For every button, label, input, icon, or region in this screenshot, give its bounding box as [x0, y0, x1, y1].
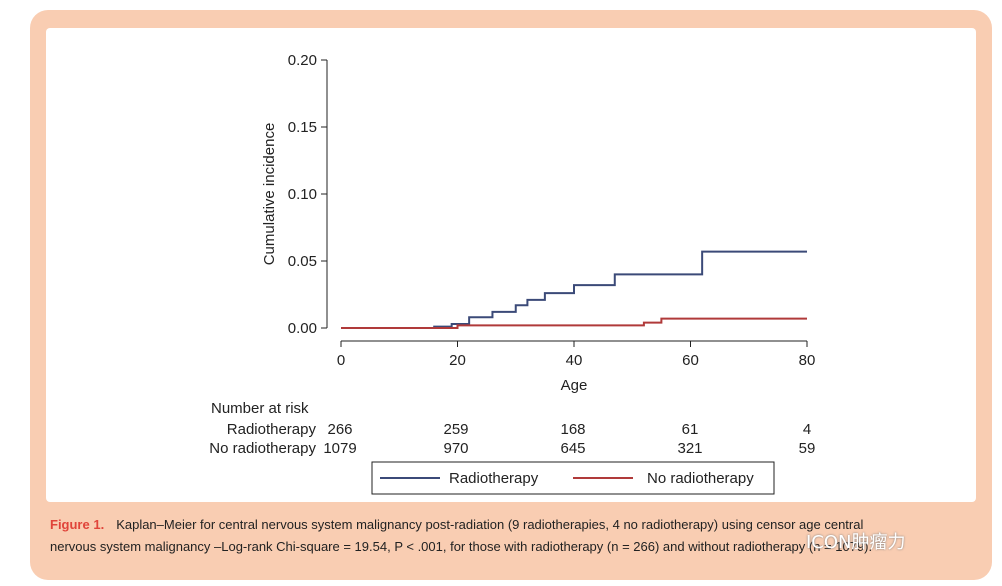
y-axis-label: Cumulative incidence [261, 123, 278, 266]
y-tick-label: 0.15 [288, 119, 317, 136]
legend-label-0: Radiotherapy [449, 470, 539, 487]
risk-value: 970 [443, 440, 468, 457]
risk-row-label: Radiotherapy [227, 421, 317, 438]
y-tick-label: 0.20 [288, 52, 317, 69]
series-line-0 [341, 250, 807, 329]
legend-label-1: No radiotherapy [647, 470, 754, 487]
risk-row-label: No radiotherapy [209, 440, 316, 457]
risk-value: 4 [803, 421, 811, 438]
x-tick-label: 40 [566, 352, 583, 369]
caption-text-2: nervous system malignancy –Log-rank Chi-… [50, 539, 873, 554]
y-tick-label: 0.10 [288, 186, 317, 203]
risk-value: 168 [560, 421, 585, 438]
risk-value: 1079 [323, 440, 356, 457]
caption-text-1: Kaplan–Meier for central nervous system … [116, 517, 864, 532]
risk-value: 61 [682, 421, 699, 438]
risk-value: 321 [677, 440, 702, 457]
figure-caption: Figure 1. Kaplan–Meier for central nervou… [50, 514, 980, 558]
x-tick-label: 80 [799, 352, 816, 369]
x-axis-label: Age [561, 377, 588, 394]
figure-label: Figure 1. [50, 517, 105, 532]
km-chart: 0.00 0.05 0.10 0.15 0.20 0 20 40 60 80 Age Cumulati… [209, 52, 816, 495]
risk-value: 645 [560, 440, 585, 457]
x-tick-label: 60 [682, 352, 699, 369]
y-tick-label: 0.05 [288, 253, 317, 270]
risk-value: 59 [799, 440, 816, 457]
risk-value: 266 [327, 421, 352, 438]
x-tick-label: 0 [337, 352, 345, 369]
risk-table-title: Number at risk [211, 400, 309, 417]
series-line-1 [341, 317, 807, 329]
y-tick-label: 0.00 [288, 320, 317, 337]
risk-value: 259 [443, 421, 468, 438]
watermark-logo: ICON肿瘤力 [806, 532, 906, 553]
plot-panel: 0.00 0.05 0.10 0.15 0.20 0 20 40 60 80 Age Cumulati… [46, 28, 976, 502]
caption-line-1: Figure 1. Kaplan–Meier for central nervou… [50, 514, 980, 536]
x-tick-label: 20 [449, 352, 466, 369]
